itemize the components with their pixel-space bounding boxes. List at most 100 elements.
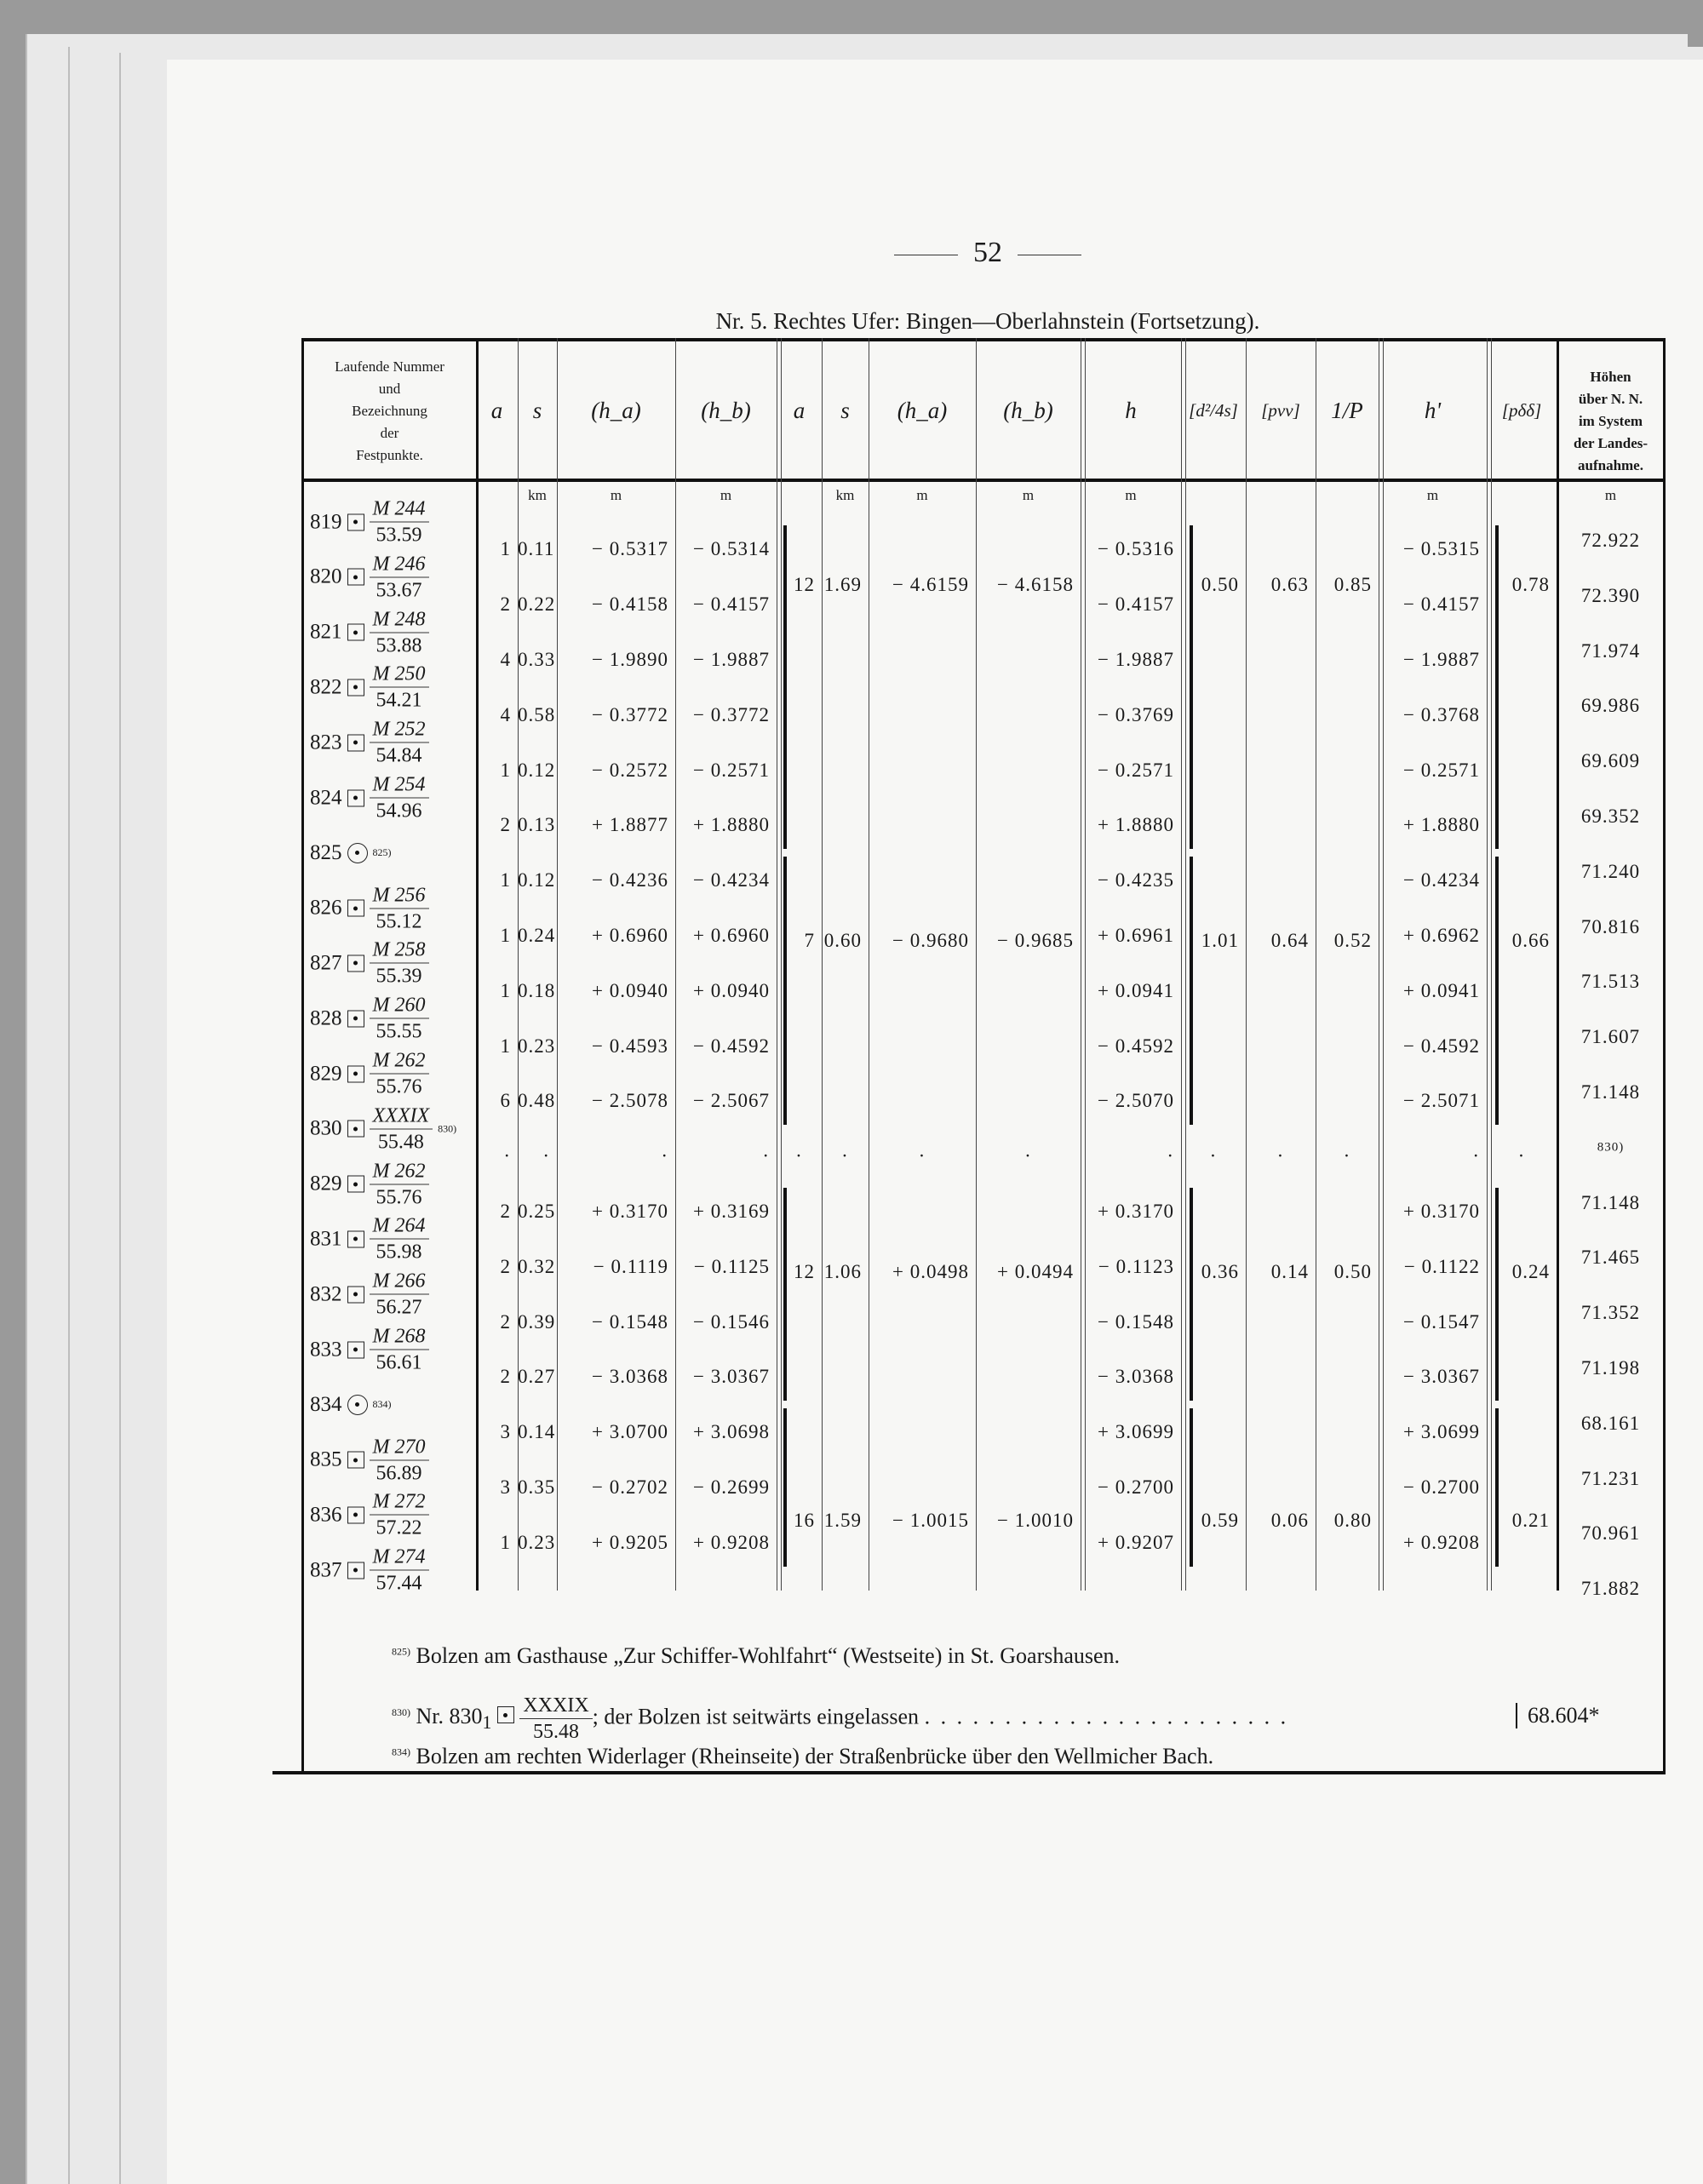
column-divider xyxy=(1085,338,1086,1591)
interval-value: − 3.0368 xyxy=(1098,1366,1174,1388)
interval-value: 1 xyxy=(500,1531,511,1553)
interval-value: 4 xyxy=(500,703,511,725)
bolt-square-icon xyxy=(347,899,364,917)
point-label: 837 M 274 57.44 xyxy=(310,1545,429,1596)
interval-value: − 1.9890 xyxy=(592,649,668,670)
footnote-text: ; der Bolzen ist seitwärts eingelassen xyxy=(592,1704,920,1729)
interval-value: − 0.2571 xyxy=(1403,759,1480,781)
interval-value: + 1.8880 xyxy=(1098,814,1174,836)
point-label: 831 M 264 55.98 xyxy=(310,1213,429,1265)
footnote-mark: 830) xyxy=(392,1705,410,1718)
interval-value: − 1.9887 xyxy=(1403,649,1480,670)
column-divider xyxy=(1491,338,1492,1591)
group-hb: − 4.6158 xyxy=(997,573,1074,595)
point-number: 831 xyxy=(310,1227,342,1251)
unit-label: m xyxy=(1125,487,1137,503)
interval-value: 0.23 xyxy=(518,1035,556,1057)
benchmark-fraction: XXXIX 55.48 xyxy=(369,1103,433,1155)
point-number: 821 xyxy=(310,620,342,644)
group-brace xyxy=(1190,1408,1193,1567)
interval-value: · xyxy=(1276,1145,1285,1167)
height-value: 71.513 xyxy=(1580,971,1641,993)
interval-value: + 1.8877 xyxy=(592,814,668,836)
group-brace xyxy=(783,525,787,850)
benchmark-fraction: M 254 54.96 xyxy=(369,772,429,824)
footnote-text: Bolzen am Gasthause „Zur Schiffer-Wohlfa… xyxy=(416,1643,1121,1668)
group-brace xyxy=(1495,1408,1499,1567)
interval-value: − 0.1546 xyxy=(693,1310,770,1333)
interval-value: 2 xyxy=(500,1201,511,1222)
interval-value: − 0.4157 xyxy=(1098,593,1174,616)
height-value: 68.161 xyxy=(1580,1412,1641,1434)
group-hb: − 0.9685 xyxy=(997,930,1074,952)
interval-value: − 0.1125 xyxy=(693,1255,770,1277)
column-divider xyxy=(675,338,676,1591)
height-value: 71.231 xyxy=(1580,1467,1641,1489)
interval-value: 0.27 xyxy=(518,1366,556,1388)
interval-value: + 0.3170 xyxy=(1098,1201,1174,1222)
header-line: über N. N. xyxy=(1578,390,1643,407)
interval-value: − 0.2571 xyxy=(693,759,770,781)
interval-value: · xyxy=(1167,1145,1174,1167)
header-heights: Höhen über N. N. im System der Landes-aufna… xyxy=(1557,364,1665,479)
header-col: a xyxy=(793,398,806,423)
bolt-square-icon xyxy=(347,623,364,641)
point-label: 829 M 262 55.76 xyxy=(310,1048,429,1100)
header-line: der Landes- xyxy=(1573,434,1649,451)
height-value: 71.607 xyxy=(1580,1026,1641,1048)
header-col: s xyxy=(532,398,542,423)
interval-value: 0.24 xyxy=(518,925,556,946)
group-pdd: 0.66 xyxy=(1511,930,1550,952)
benchmark-fraction: XXXIX 55.48 xyxy=(519,1693,593,1745)
interval-value: + 0.3170 xyxy=(592,1201,668,1222)
interval-value: + 3.0700 xyxy=(592,1421,668,1443)
height-value: 71.352 xyxy=(1580,1302,1641,1324)
point-label: 820 M 246 53.67 xyxy=(310,551,429,603)
interval-value: · xyxy=(762,1145,770,1167)
point-number: 829 xyxy=(310,1172,342,1195)
header-line: und xyxy=(378,380,401,397)
interval-value: · xyxy=(841,1145,849,1167)
interval-value: · xyxy=(1209,1145,1218,1167)
header-line: Laufende Nummer xyxy=(335,358,444,375)
interval-value: + 0.3170 xyxy=(1403,1201,1480,1222)
unit-label: m xyxy=(1426,487,1439,503)
column-divider xyxy=(476,338,479,1591)
group-brace xyxy=(783,1408,787,1567)
point-number: 832 xyxy=(310,1282,342,1306)
interval-value: − 0.1123 xyxy=(1098,1255,1174,1277)
height-value: 70.816 xyxy=(1580,915,1641,937)
header-col: 1/P xyxy=(1331,398,1363,423)
leader-dots: . . . . . . . . . . . . . . . . . . . . … xyxy=(924,1704,1289,1729)
interval-value: + 0.9208 xyxy=(1403,1531,1480,1553)
bolt-square-icon xyxy=(347,1562,364,1579)
interval-value: + 0.6960 xyxy=(693,925,770,946)
interval-value: − 0.4234 xyxy=(1403,869,1480,891)
group-pvv: 0.63 xyxy=(1270,573,1309,595)
point-label: 833 M 268 56.61 xyxy=(310,1324,429,1376)
point-label: 829 M 262 55.76 xyxy=(310,1158,429,1210)
column-divider xyxy=(976,338,977,1591)
interval-value: 0.13 xyxy=(518,814,556,836)
group-a: 12 xyxy=(794,573,815,595)
group-a: 16 xyxy=(794,1509,815,1531)
interval-value: − 0.4593 xyxy=(592,1035,668,1057)
interval-value: − 0.4592 xyxy=(1098,1035,1174,1057)
table-border-right xyxy=(1663,338,1666,1771)
interval-value: − 1.9887 xyxy=(693,649,770,670)
interval-value: 4 xyxy=(500,649,511,670)
unit-label: m xyxy=(610,487,622,503)
interval-value: − 0.4236 xyxy=(592,869,668,891)
header-line: der xyxy=(380,424,399,441)
group-ha: − 1.0015 xyxy=(892,1509,969,1531)
interval-value: + 3.0699 xyxy=(1098,1421,1174,1443)
interval-value: · xyxy=(503,1145,511,1167)
interval-value: − 0.1122 xyxy=(1403,1255,1480,1277)
header-line: Festpunkte. xyxy=(356,446,423,463)
point-number: 829 xyxy=(310,1062,342,1085)
interval-value: · xyxy=(1024,1145,1032,1167)
interval-value: + 0.0940 xyxy=(693,979,770,1001)
interval-value: + 1.8880 xyxy=(1403,814,1480,836)
benchmark-fraction: M 248 53.88 xyxy=(369,606,429,658)
header-col: a xyxy=(490,398,503,423)
